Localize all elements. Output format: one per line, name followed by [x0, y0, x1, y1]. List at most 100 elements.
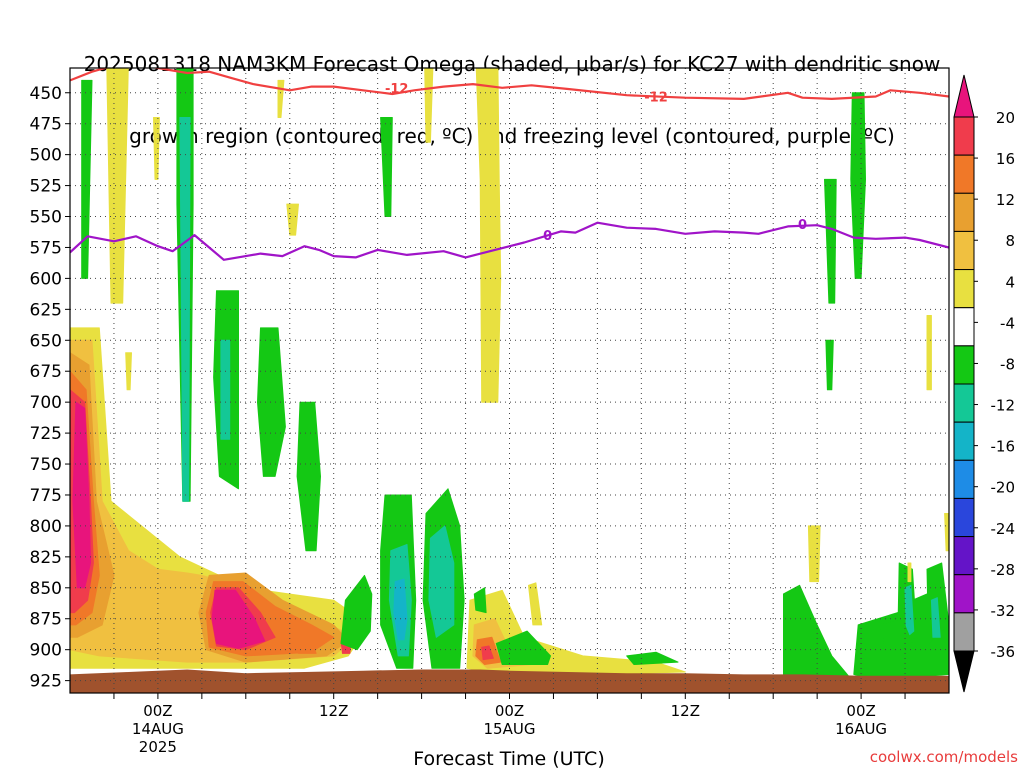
x-tick-label: 15AUG — [484, 720, 536, 738]
y-tick-label-650: 650 — [30, 331, 62, 351]
colorbar-label--12: -12 — [991, 397, 1016, 415]
x-tick-label: 00Z — [143, 702, 172, 720]
y-tick-label-550: 550 — [30, 208, 62, 228]
omega-region-10 — [277, 79, 285, 118]
colorbar-bottom-arrow — [953, 650, 975, 693]
colorbar-segment-13 — [953, 612, 975, 652]
colorbar-segment-10 — [953, 497, 975, 538]
colorbar-segment-3 — [953, 230, 975, 271]
y-tick-label-900: 900 — [30, 641, 62, 661]
colorbar-label-8: 8 — [1005, 232, 1015, 250]
chart-title-line-2: growth region (contoured, red, ºC) and f… — [129, 124, 895, 148]
colorbar-label--8: -8 — [1000, 355, 1015, 373]
x-tick-label: 2025 — [139, 738, 177, 756]
omega-region-7 — [296, 401, 321, 552]
omega-region-18 — [926, 315, 932, 391]
colorbar-label--20: -20 — [991, 479, 1016, 497]
colorbar-segment-0 — [953, 116, 975, 156]
x-tick-label: 16AUG — [835, 720, 887, 738]
colorbar-segment-11 — [953, 536, 975, 576]
omega-region-15 — [824, 178, 837, 304]
colorbar-segment-12 — [953, 574, 975, 614]
colorbar-label-4: 4 — [1005, 273, 1015, 291]
omega-region-12 — [475, 68, 502, 403]
omega-region-35 — [481, 645, 494, 661]
omega-region-6 — [257, 327, 286, 477]
colorbar-segment-8 — [953, 421, 975, 461]
colorbar-label-20: 20 — [996, 109, 1015, 127]
y-tick-label-525: 525 — [30, 177, 62, 197]
colorbar-label--4: -4 — [1000, 314, 1015, 332]
watermark: coolwx.com/models — [870, 748, 1018, 766]
y-tick-label-575: 575 — [30, 238, 62, 258]
y-tick-label-625: 625 — [30, 300, 62, 320]
omega-region-46 — [783, 584, 853, 684]
y-tick-label-600: 600 — [30, 269, 62, 289]
colorbar-segment-6 — [953, 345, 975, 385]
y-tick-label-700: 700 — [30, 393, 62, 413]
omega-region-43 — [495, 630, 551, 665]
contour-label-0: 0 — [798, 218, 807, 233]
omega-region-8 — [380, 117, 393, 217]
chart-title-line-1: 2025081318 NAM3KM Forecast Omega (shaded… — [83, 52, 941, 76]
y-tick-label-450: 450 — [30, 84, 62, 104]
x-tick-label: 00Z — [495, 702, 524, 720]
x-axis-label: Forecast Time (UTC) — [413, 748, 604, 768]
omega-region-42 — [340, 574, 373, 651]
omega-region-11 — [424, 68, 434, 143]
omega-region-50 — [904, 584, 915, 638]
colorbar-label--24: -24 — [991, 520, 1016, 538]
colorbar-top-arrow — [953, 74, 975, 118]
contour-line-0 — [70, 221, 949, 261]
grid-layer — [70, 68, 949, 693]
colorbar-label--16: -16 — [991, 438, 1016, 456]
y-tick-label-825: 825 — [30, 548, 62, 568]
omega-region-19 — [807, 525, 821, 583]
contour-label--12: -12 — [385, 82, 409, 97]
y-tick-label-750: 750 — [30, 455, 62, 475]
y-tick-label-500: 500 — [30, 146, 62, 166]
terrain-fill — [70, 669, 949, 693]
colorbar-label-16: 16 — [996, 150, 1015, 168]
omega-region-29 — [211, 589, 266, 649]
omega-region-13 — [153, 117, 160, 180]
colorbar-segment-9 — [953, 459, 975, 499]
colorbar-label--32: -32 — [991, 602, 1016, 620]
colorbar-segment-2 — [953, 192, 975, 232]
omega-region-30 — [296, 640, 317, 654]
colorbar-segment-5 — [953, 307, 975, 347]
omega-region-5 — [220, 339, 231, 440]
colorbar-label--36: -36 — [991, 643, 1016, 661]
contour-label--12: -12 — [644, 90, 668, 105]
omega-region-45 — [626, 651, 679, 665]
contour-layer: -12 -12 0 0 — [70, 68, 949, 261]
contour-label-0: 0 — [543, 229, 552, 244]
y-tick-label-775: 775 — [30, 486, 62, 506]
colorbar-segment-4 — [953, 269, 975, 309]
omega-region-53 — [944, 513, 949, 552]
y-tick-label-800: 800 — [30, 517, 62, 537]
x-tick-label: 12Z — [671, 702, 700, 720]
y-tick-label-725: 725 — [30, 424, 62, 444]
omega-region-52 — [879, 618, 913, 647]
omega-region-16 — [850, 92, 866, 279]
omega-region-28 — [72, 401, 91, 589]
colorbar-segment-7 — [953, 383, 975, 423]
omega-region-0 — [81, 79, 93, 279]
y-axis: 450 475 500 525 550 575 600 625 650 675 700 725 750 7… — [30, 84, 70, 692]
omega-region-39 — [393, 578, 408, 641]
omega-region-36 — [528, 582, 543, 626]
chart-title: 2025081318 NAM3KM Forecast Omega (shaded… — [0, 4, 1024, 172]
y-tick-label-475: 475 — [30, 115, 62, 135]
omega-region-54 — [907, 562, 912, 583]
y-tick-label-875: 875 — [30, 610, 62, 630]
contour-line--12 — [70, 68, 949, 101]
y-tick-label-850: 850 — [30, 579, 62, 599]
colorbar-label--28: -28 — [991, 561, 1016, 579]
omega-region-9 — [286, 203, 299, 236]
omega-region-1 — [106, 68, 129, 304]
colorbar-segment-1 — [953, 154, 975, 194]
omega-region-14 — [125, 352, 132, 391]
